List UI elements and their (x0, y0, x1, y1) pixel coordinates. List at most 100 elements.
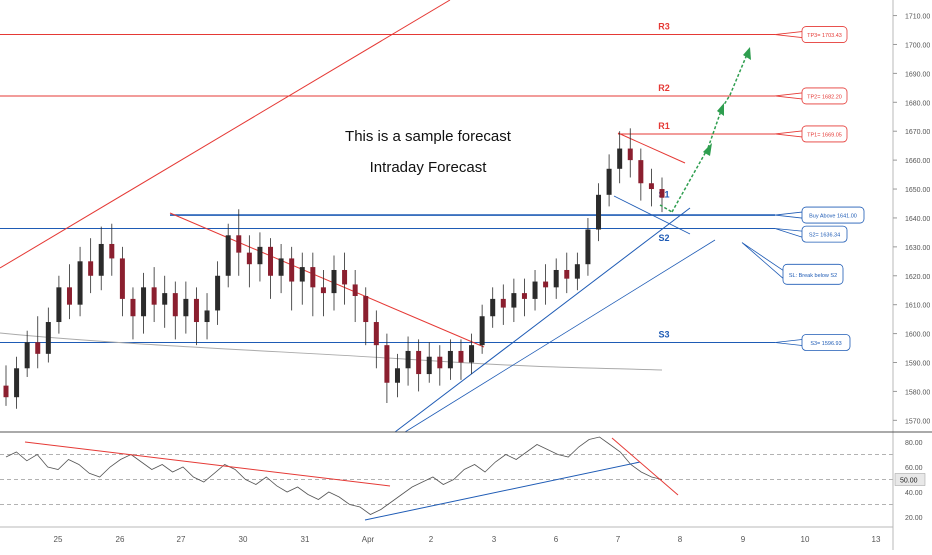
level-label-s2: S2 (658, 233, 669, 243)
level-label-r2: R2 (658, 83, 670, 93)
candle-body (151, 287, 157, 305)
candle-body (14, 368, 20, 398)
time-tick-label: Apr (362, 535, 375, 544)
candle-body (617, 148, 623, 169)
candle-body (299, 267, 305, 282)
candle-body (490, 298, 496, 317)
candle-body (521, 293, 527, 299)
candle-body (405, 350, 411, 369)
price-tick-label: 1670.00 (905, 129, 930, 136)
candle-body (77, 261, 83, 305)
forecast-arrows (659, 47, 751, 213)
time-tick-label: 27 (177, 535, 186, 544)
candle-body (426, 356, 432, 375)
candle-body (257, 246, 263, 265)
candle-body (98, 243, 104, 276)
candle-body (648, 183, 654, 190)
tag-box-r2 (801, 87, 848, 105)
candle-body (553, 269, 559, 288)
trend-lines (0, 0, 716, 433)
tag-leader (774, 228, 803, 238)
price-tick-label: 1700.00 (905, 42, 930, 49)
tag-text-s2: S2= 1636.34 (809, 233, 840, 239)
candle-body (511, 293, 517, 308)
candle-body (35, 342, 41, 354)
tag-leader (774, 339, 803, 346)
forecast-segment (707, 107, 723, 149)
candle-body (162, 293, 168, 305)
candle-body (268, 246, 274, 276)
level-tags: TP3= 1703.43 TP2= 1682.20 TP1= 1669.05 Buy … (741, 26, 865, 351)
candle-body (543, 281, 549, 288)
candle-body (479, 316, 485, 346)
price-tick-label: 1620.00 (905, 274, 930, 281)
candle-body (24, 342, 30, 369)
level-label-s3: S3 (658, 329, 669, 339)
rsi-tick-label: 80.00 (905, 440, 923, 447)
candle-body (469, 345, 475, 363)
trend-support-blue-2 (404, 239, 716, 433)
tag-box-r3 (801, 26, 848, 43)
trend-support-blue-1 (394, 207, 691, 433)
price-tick-label: 1660.00 (905, 158, 930, 165)
rsi-trend-red-short (611, 437, 679, 496)
candle-body (66, 287, 72, 305)
forecast-arrowhead (743, 47, 751, 60)
candle-body (638, 160, 644, 184)
price-tick-label: 1630.00 (905, 245, 930, 252)
candle-body (289, 258, 295, 282)
candle-body (384, 345, 390, 383)
price-tick-label: 1590.00 (905, 361, 930, 368)
sl-note-text: SL: Break below S2 (789, 273, 837, 279)
candle-body (246, 252, 252, 265)
candle-body (627, 148, 633, 161)
tag-box-s3 (801, 334, 851, 351)
candle-body (278, 258, 284, 276)
rsi-trend-red (24, 441, 391, 487)
tag-leader (774, 31, 803, 38)
time-tick-label: 3 (492, 535, 497, 544)
candle-body (172, 293, 178, 317)
candle-body (394, 368, 400, 383)
rsi-panel: 20.00 40.00 60.00 80.00 50.00 (0, 436, 926, 522)
price-tick-label: 1690.00 (905, 71, 930, 78)
level-label-r1: R1 (658, 121, 670, 131)
candle-body (215, 275, 221, 311)
time-tick-label: 8 (678, 535, 683, 544)
price-tick-label: 1610.00 (905, 303, 930, 310)
candle-body (564, 269, 570, 279)
candle-body (585, 229, 591, 265)
time-tick-label: 2 (429, 535, 434, 544)
candle-body (331, 269, 337, 294)
time-tick-label: 31 (301, 535, 310, 544)
time-tick-label: 7 (616, 535, 621, 544)
forecast-segment (671, 147, 709, 213)
sl-note-box (782, 263, 844, 285)
tag-text-r1: TP1= 1669.05 (807, 132, 842, 138)
time-tick-label: 30 (239, 535, 248, 544)
price-tick-label: 1710.00 (905, 14, 930, 21)
rsi-current-badge (894, 473, 926, 486)
price-tick-label: 1600.00 (905, 332, 930, 339)
forecast-segment (659, 204, 673, 213)
tag-box-s1 (801, 206, 865, 224)
candle-body (45, 322, 51, 354)
candle-body (119, 258, 125, 299)
candle-body (141, 287, 147, 317)
time-tick-label: 26 (116, 535, 125, 544)
trend-resistance-red (169, 212, 485, 348)
time-tick-label: 10 (801, 535, 810, 544)
moving-average-line (0, 332, 663, 371)
candle-body (310, 267, 316, 288)
rsi-tick-label: 20.00 (905, 515, 923, 522)
tag-box-s2 (801, 225, 848, 243)
candle-body (130, 298, 136, 317)
tag-text-r3: TP3= 1703.43 (807, 33, 842, 39)
forecast-segment (721, 51, 749, 109)
candle-body (193, 298, 199, 323)
tag-box-r1 (801, 125, 848, 143)
price-tick-label: 1680.00 (905, 100, 930, 107)
